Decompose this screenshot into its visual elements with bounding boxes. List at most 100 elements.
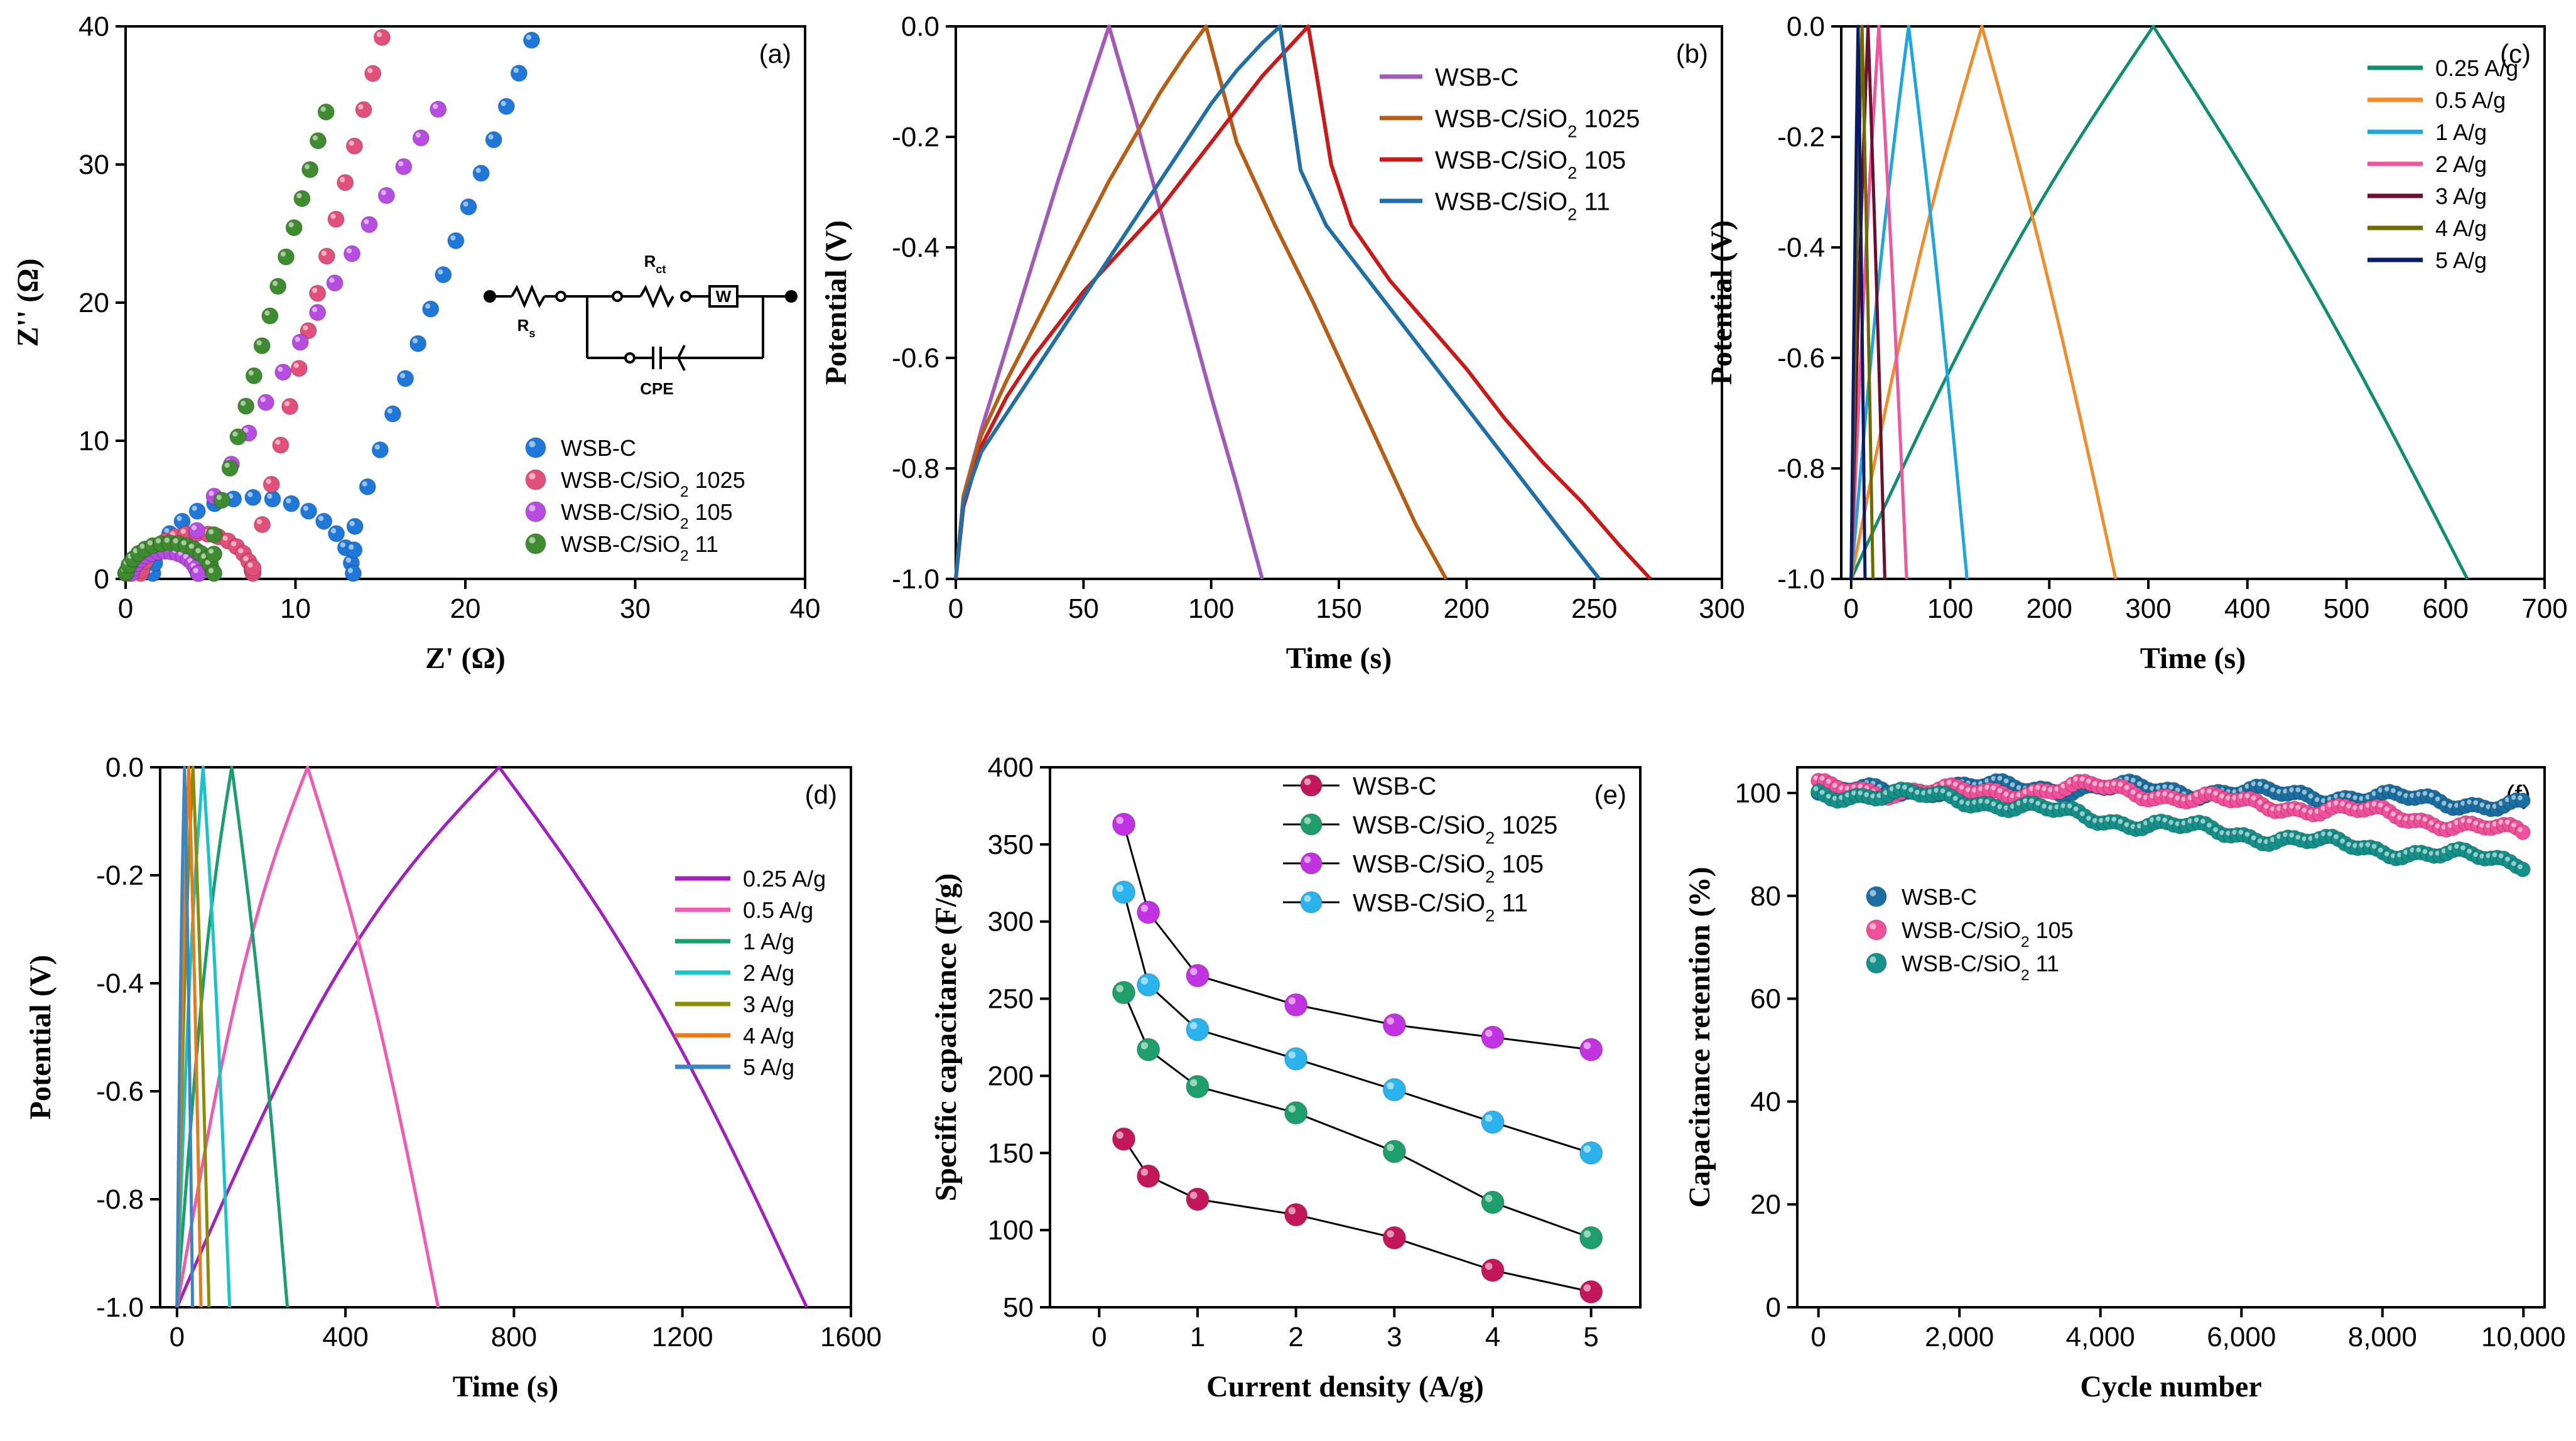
data-point-highlight [1583, 1284, 1591, 1292]
x-tick-label: 3 [1387, 1322, 1402, 1352]
y-tick-label: 0.0 [106, 752, 144, 783]
data-point-highlight [2473, 821, 2479, 826]
data-point-highlight [2308, 809, 2314, 814]
legend-marker-highlight [529, 473, 536, 480]
data-point-highlight [415, 132, 421, 138]
data-point-highlight [205, 559, 210, 565]
data-point-highlight [2200, 819, 2205, 824]
data-point-highlight [1839, 785, 1844, 791]
data-point-highlight [1116, 816, 1123, 824]
y-tick-label: 300 [988, 907, 1034, 937]
data-point [315, 512, 333, 530]
x-tick-label: 50 [1068, 593, 1099, 624]
data-point-highlight [1140, 1168, 1149, 1176]
data-point-highlight [2238, 829, 2244, 835]
data-point-highlight [2340, 838, 2345, 844]
y-tick-label: 150 [988, 1138, 1034, 1168]
x-tick-label: 0 [1091, 1322, 1107, 1352]
data-point-highlight [2371, 844, 2377, 849]
legend-marker [1300, 852, 1323, 875]
data-point-highlight [2042, 786, 2047, 791]
data-point-highlight [2003, 805, 2009, 811]
data-point-highlight [2454, 820, 2459, 825]
legend-label: WSB-C/SiO2 1025 [1353, 811, 1557, 847]
data-point-highlight [1908, 787, 1913, 792]
data-point-highlight [2302, 807, 2307, 812]
data-point-highlight [2428, 792, 2434, 798]
data-point-highlight [374, 444, 380, 450]
data-point-highlight [2511, 795, 2516, 800]
legend: 0.25 A/g 0.5 A/g 1 A/g 2 A/g 3 A/g 4 A/g 5 A/g [2368, 55, 2518, 273]
data-point-highlight [1940, 780, 1946, 786]
series-line [175, 765, 290, 1308]
data-point [384, 405, 402, 423]
data-point-highlight [1832, 782, 1837, 788]
x-axis-title: Cycle number [2080, 1370, 2261, 1403]
data-point-highlight [133, 548, 139, 554]
data-point-highlight [1959, 784, 1964, 790]
data-point-highlight [2397, 852, 2402, 858]
y-tick-label: 350 [988, 829, 1034, 860]
data-point-highlight [2219, 794, 2224, 799]
x-axis-title: Z' (Ω) [425, 642, 506, 675]
data-point [327, 210, 345, 228]
data-point-highlight [1387, 1230, 1394, 1238]
data-point-highlight [358, 104, 364, 110]
data-point-highlight [2334, 834, 2339, 839]
data-point-highlight [2276, 834, 2281, 839]
data-point [245, 367, 263, 385]
data-point-highlight [2403, 816, 2408, 821]
plot-frame [1840, 25, 2546, 580]
data-point-highlight [2441, 801, 2447, 806]
data-point-highlight [1978, 786, 1984, 791]
legend-label: 0.25 A/g [743, 866, 826, 892]
data-point-highlight [1288, 1105, 1296, 1113]
data-point [308, 284, 327, 302]
panel-e-axes: 0 1 2 3 4 5 50 100 150 200 250 300 350 400 Current den… [929, 752, 1642, 1403]
data-point-highlight [2086, 816, 2091, 821]
data-point-highlight [438, 269, 443, 275]
data-point [1382, 1077, 1407, 1102]
y-axis-title: Capacitance retention (%) [1683, 867, 1716, 1208]
data-point-highlight [2010, 782, 2015, 787]
data-point [522, 31, 541, 49]
x-tick-label: 1600 [820, 1322, 882, 1352]
x-tick-label: 300 [2125, 593, 2171, 624]
data-point-highlight [2232, 795, 2238, 801]
legend-marker-highlight [529, 441, 536, 448]
data-point-highlight [1140, 977, 1149, 985]
y-tick-label: 20 [1750, 1189, 1781, 1220]
data-point [327, 525, 345, 542]
data-point-highlight [2187, 795, 2193, 801]
data-point-highlight [1819, 790, 1825, 795]
data-point-highlight [2289, 787, 2295, 792]
legend-label: WSB-C/SiO2 105 [1353, 850, 1544, 886]
data-point [346, 517, 364, 536]
panel-label: (d) [805, 780, 837, 809]
data-point-highlight [2099, 818, 2104, 823]
series-line [175, 765, 440, 1308]
data-point-highlight [2105, 816, 2111, 822]
data-point-highlight [1972, 787, 1977, 793]
data-point [308, 303, 327, 321]
legend-label: 5 A/g [2435, 247, 2487, 273]
x-tick-label: 30 [620, 593, 651, 624]
data-point [429, 100, 447, 118]
data-point-highlight [2492, 821, 2498, 827]
data-point-highlight [1851, 791, 1856, 796]
data-point-highlight [147, 540, 153, 546]
data-point-highlight [2035, 785, 2040, 791]
data-point-highlight [2327, 802, 2332, 807]
data-point-highlight [2460, 818, 2465, 823]
data-point-highlight [2124, 776, 2130, 781]
data-point-highlight [1116, 985, 1123, 993]
data-point-highlight [2320, 806, 2326, 811]
series-line [175, 765, 195, 1308]
data-point-highlight [272, 281, 278, 286]
data-point-highlight [2054, 804, 2060, 810]
data-point [274, 363, 292, 381]
data-point [345, 541, 363, 559]
data-point [205, 564, 223, 582]
data-point-highlight [2048, 787, 2054, 792]
data-point-highlight [139, 543, 145, 549]
